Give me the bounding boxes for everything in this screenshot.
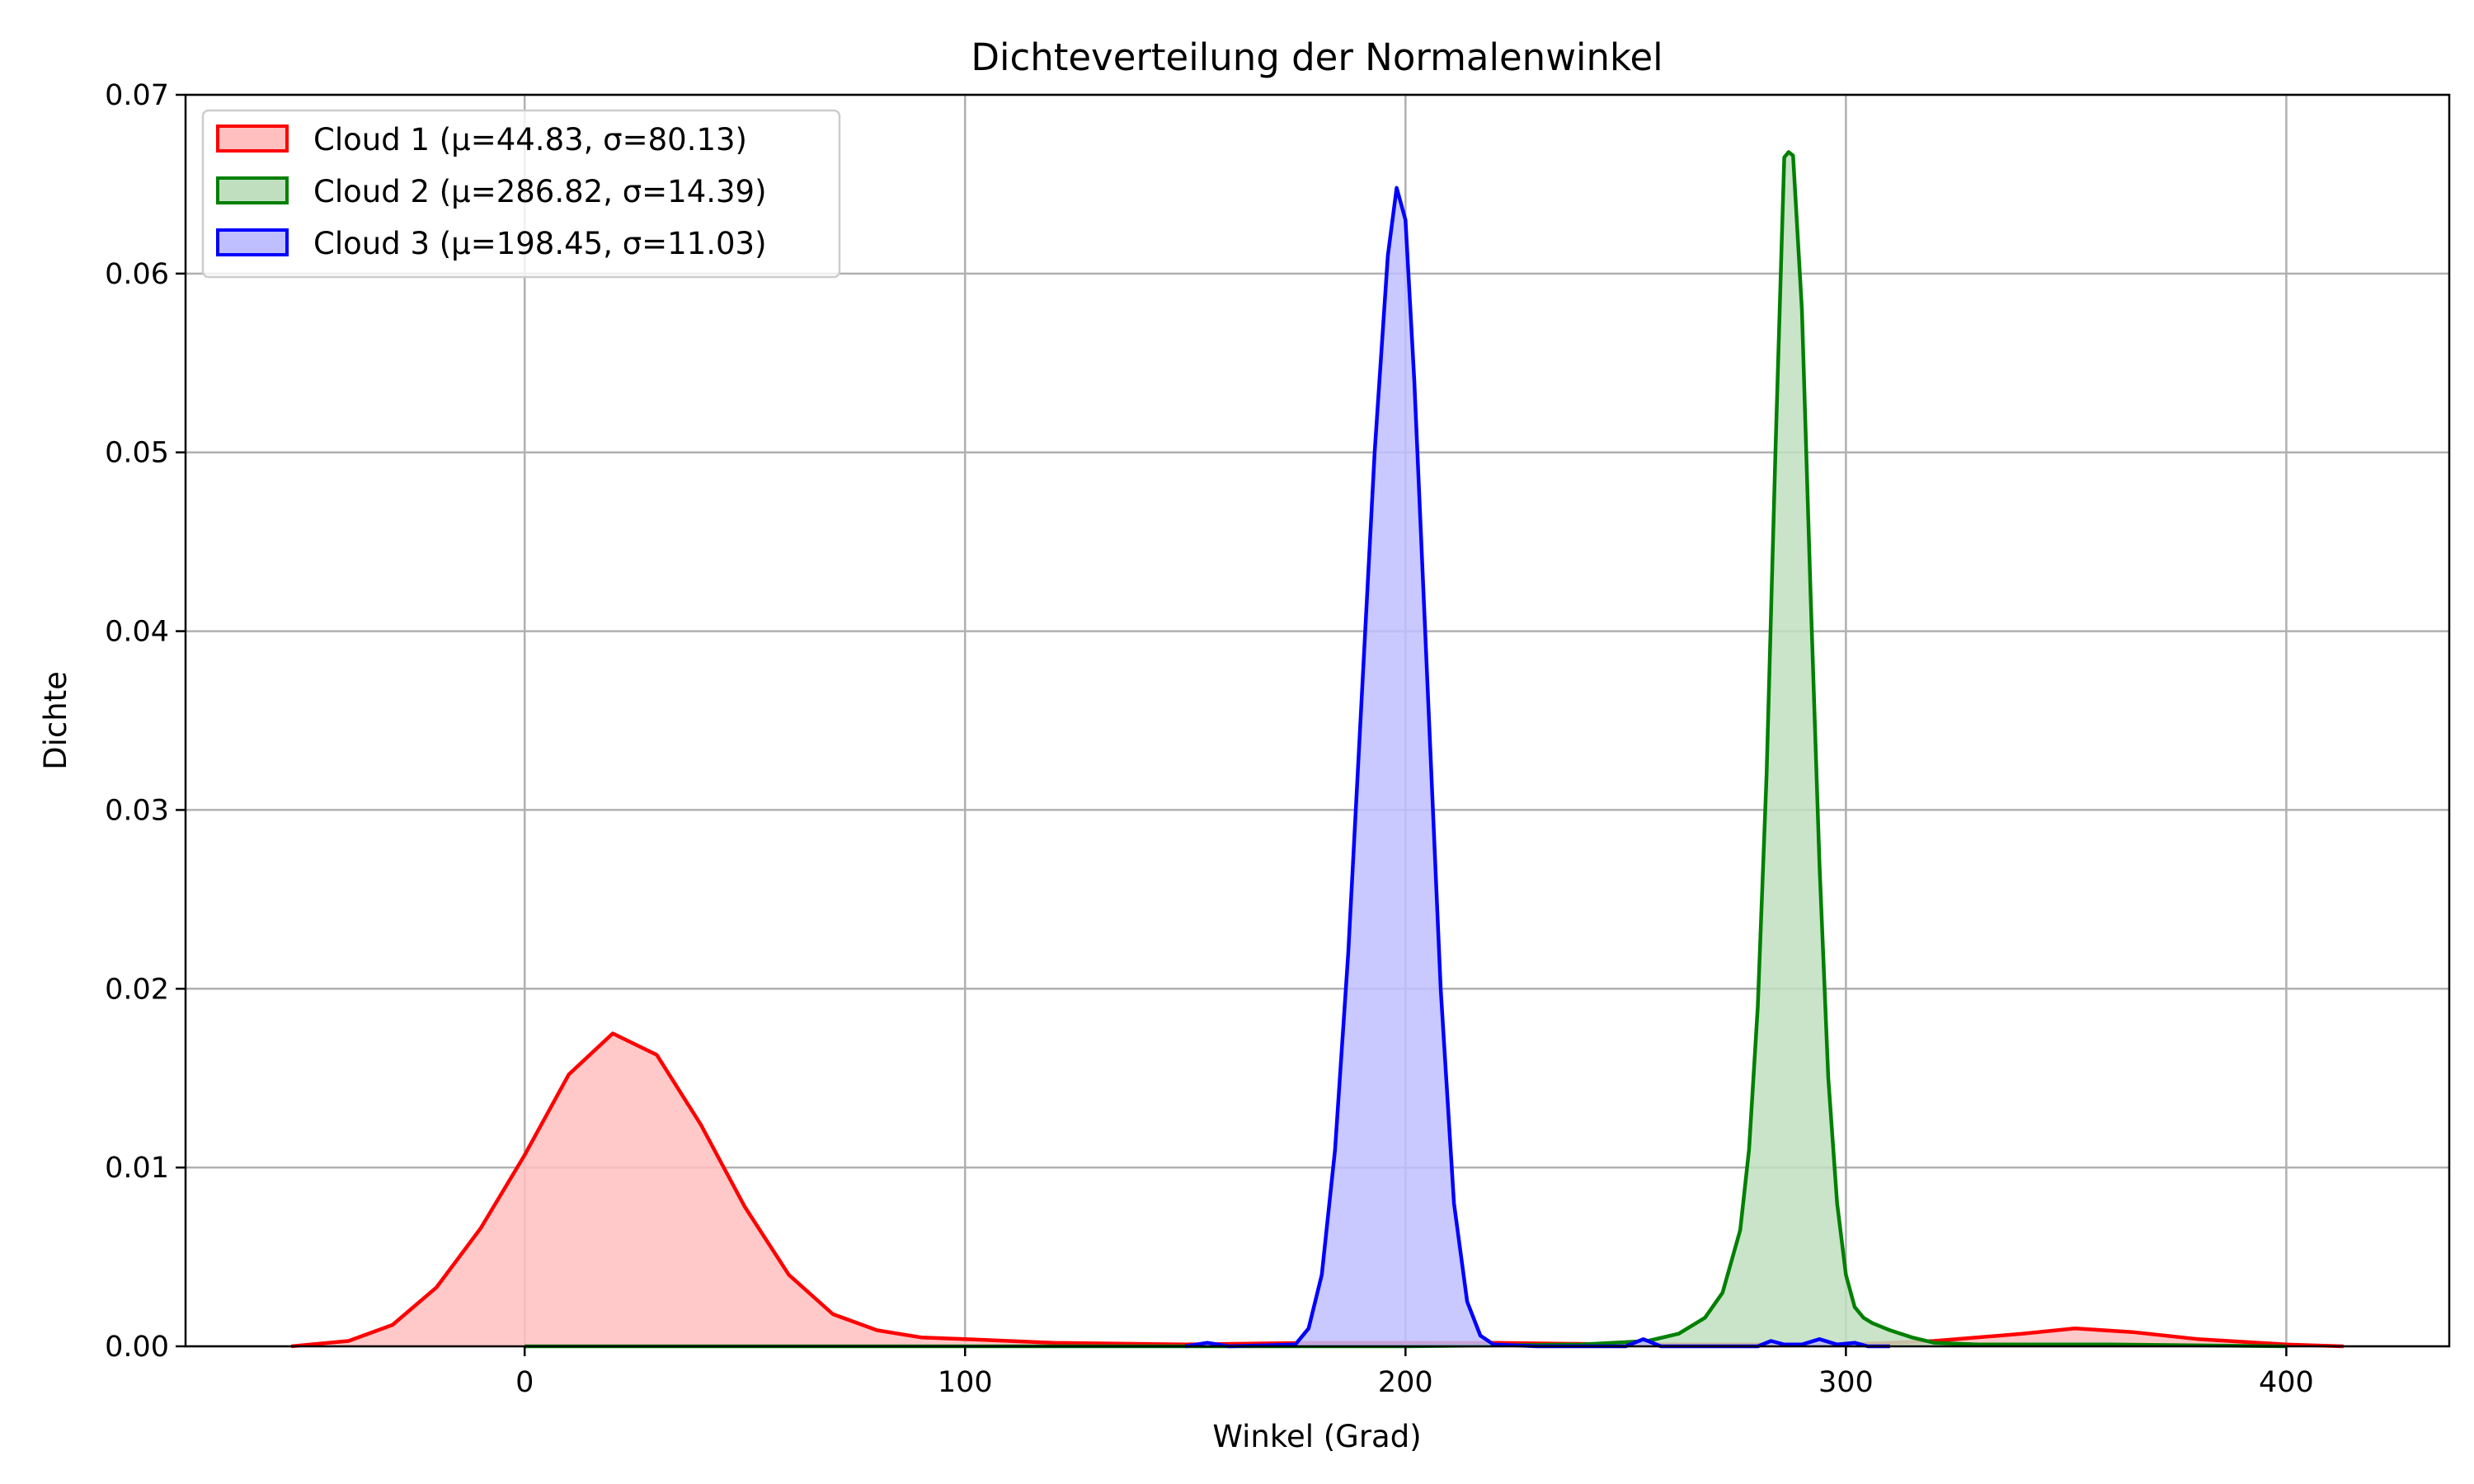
series-3-area xyxy=(1185,187,1890,1346)
y-axis-label: Dichte xyxy=(38,671,73,770)
x-axis-label: Winkel (Grad) xyxy=(1212,1419,1421,1454)
y-tick-label: 0.00 xyxy=(105,1331,169,1364)
y-tick-label: 0.01 xyxy=(105,1152,169,1185)
y-tick-label: 0.02 xyxy=(105,973,169,1006)
legend-swatch-3 xyxy=(216,228,289,256)
legend-box xyxy=(201,109,841,279)
legend-label-2: Cloud 2 (μ=286.82, σ=14.39) xyxy=(313,174,767,209)
y-tick-label: 0.05 xyxy=(105,437,169,470)
legend-swatch-2 xyxy=(216,176,289,204)
series-1-line xyxy=(290,1031,2344,1349)
series-3-line xyxy=(1184,186,1890,1349)
y-tick-label: 0.03 xyxy=(105,794,169,827)
series-2-line xyxy=(524,150,2287,1349)
y-tick-label: 0.04 xyxy=(105,616,169,649)
ticks: 0 100 200 300 400 0.00 0.01 0.02 0.03 0.04 0.05 0.0… xyxy=(105,79,2314,1399)
legend-label-1: Cloud 1 (μ=44.83, σ=80.13) xyxy=(313,122,747,157)
y-tick-label: 0.06 xyxy=(105,258,169,291)
legend-label-3: Cloud 3 (μ=198.45, σ=11.03) xyxy=(313,226,767,261)
x-tick-label: 400 xyxy=(2259,1366,2314,1399)
x-tick-label: 0 xyxy=(515,1366,534,1399)
series-layer xyxy=(290,150,2344,1349)
legend: Cloud 1 (μ=44.83, σ=80.13) Cloud 2 (μ=286… xyxy=(201,109,841,279)
x-tick-label: 300 xyxy=(1818,1366,1874,1399)
legend-swatch-1 xyxy=(216,124,289,153)
y-tick-label: 0.07 xyxy=(105,79,169,112)
x-tick-label: 200 xyxy=(1378,1366,1433,1399)
chart-title: Dichteverteilung der Normalenwinkel xyxy=(971,35,1663,79)
series-1-area xyxy=(291,1033,2344,1346)
axes-frame xyxy=(184,93,2451,1348)
x-tick-label: 100 xyxy=(938,1366,993,1399)
